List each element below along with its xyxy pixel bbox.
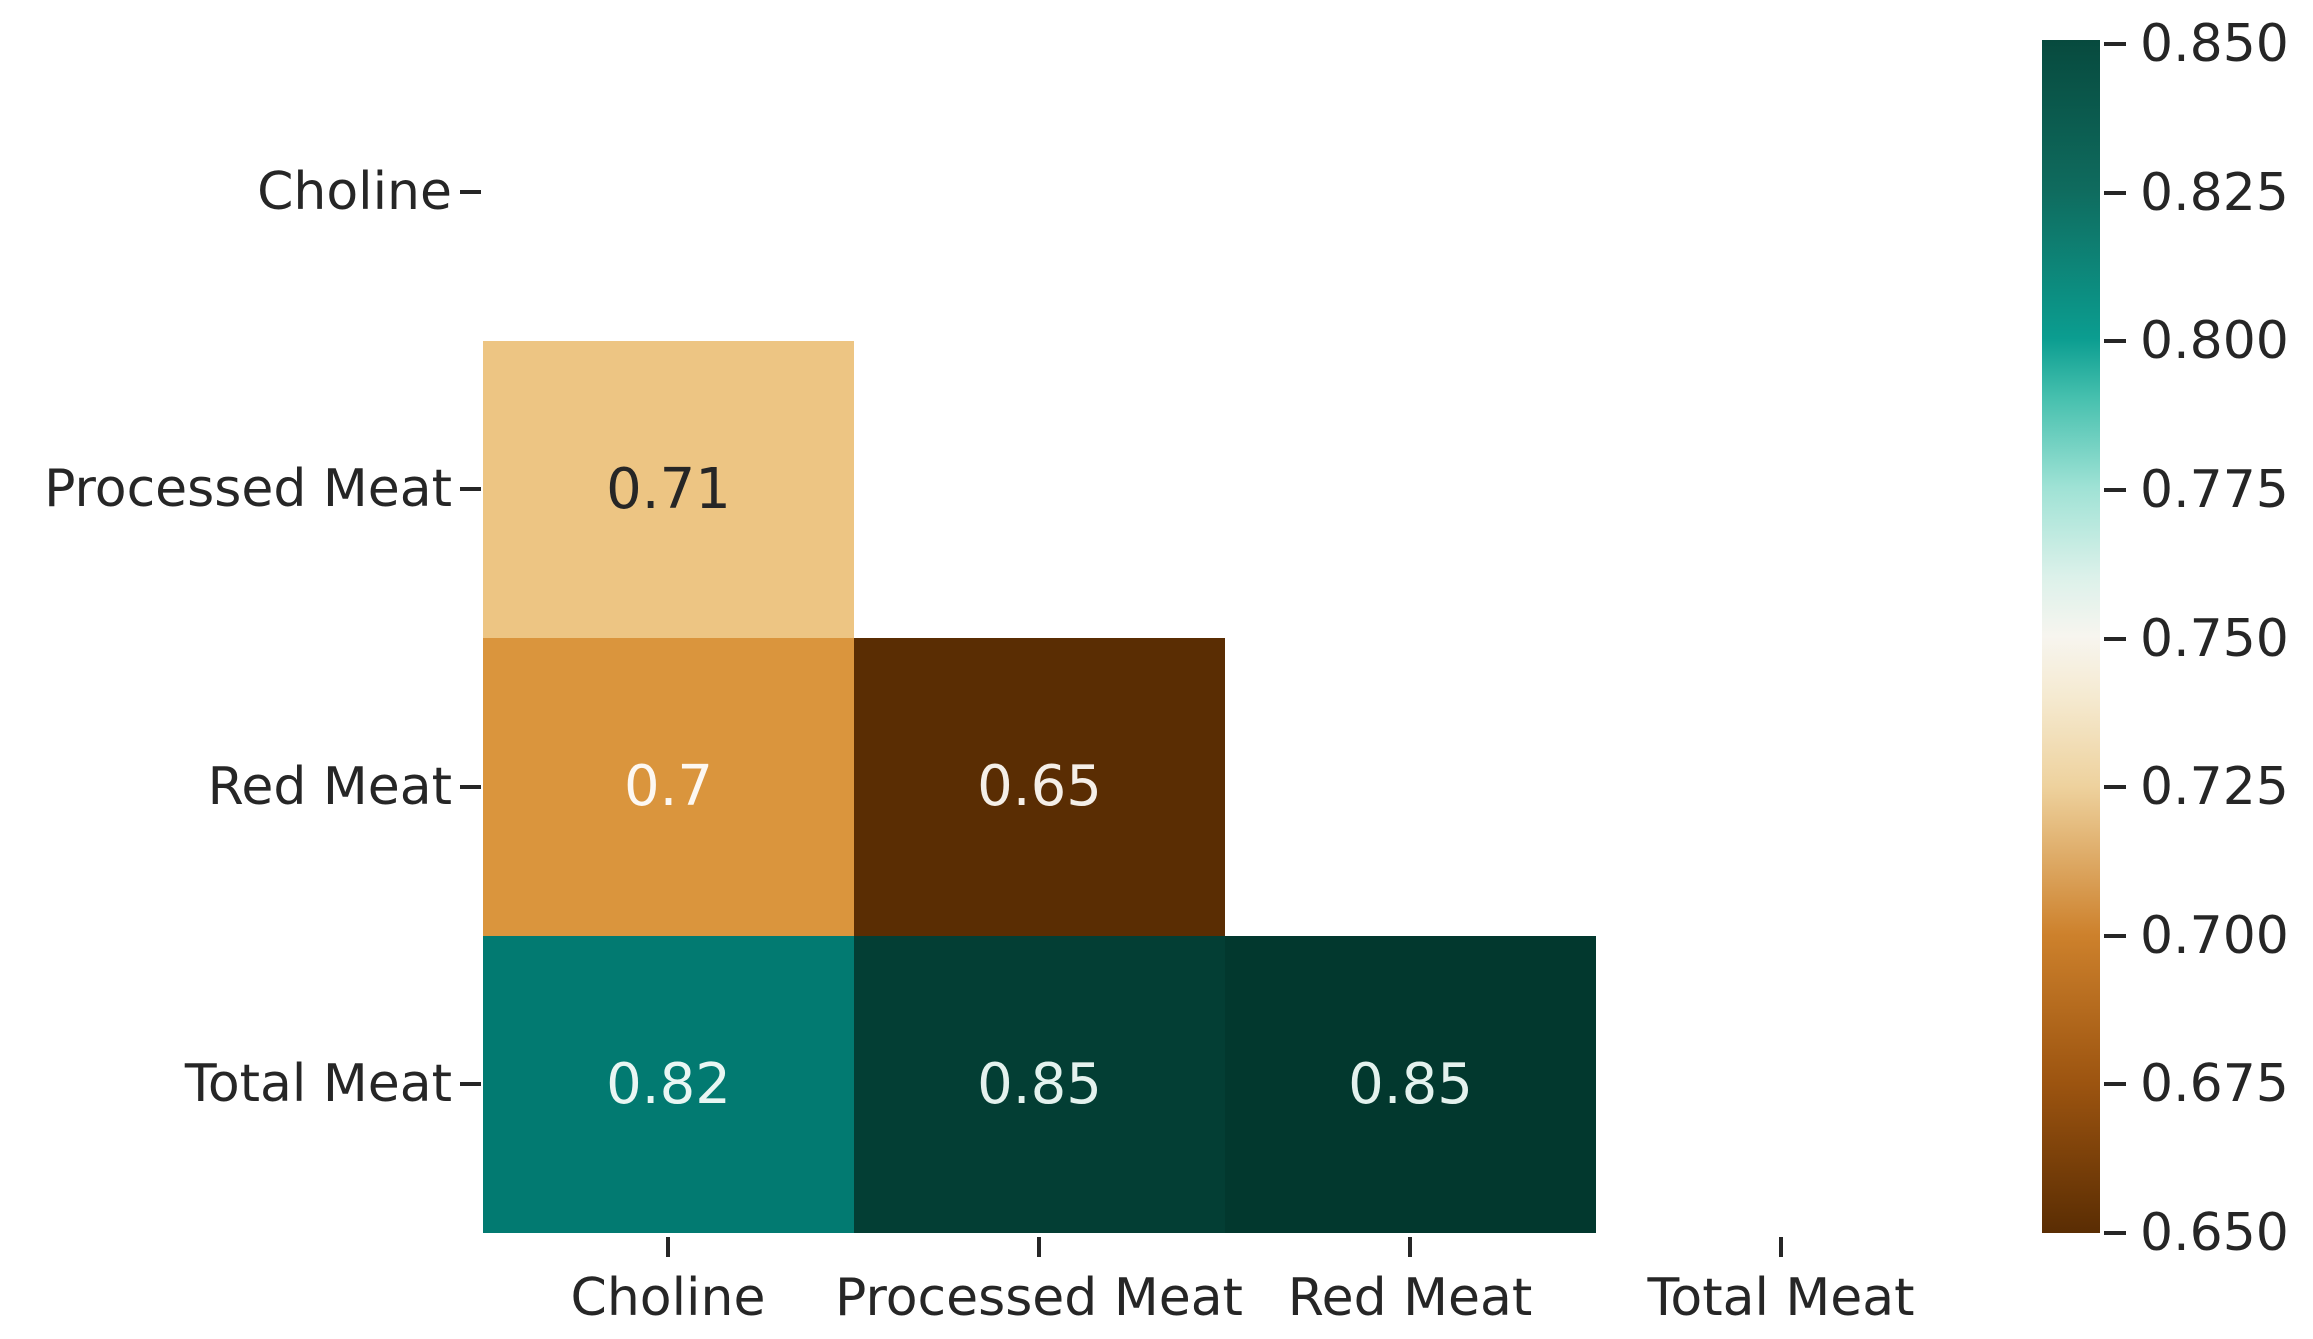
colorbar-tick-label-0800: 0.800 [2140,311,2289,371]
colorbar-tick-mark [2104,785,2126,789]
colorbar [2042,40,2100,1233]
y-tick-label-processed-meat: Processed Meat [44,459,452,519]
x-tick-label-total-meat: Total Meat [1647,1268,1915,1328]
cell-value: 0.65 [977,754,1102,819]
y-tick-mark [460,487,481,491]
heatmap-cell-total-meat-red-meat: 0.85 [1225,936,1596,1233]
x-tick-label-red-meat: Red Meat [1287,1268,1533,1328]
colorbar-tick-label-0825: 0.825 [2140,163,2289,223]
heatmap-cell-red-meat-choline: 0.7 [483,638,854,936]
x-tick-mark [666,1237,670,1257]
colorbar-tick-label-0700: 0.700 [2140,906,2289,966]
y-tick-label-red-meat: Red Meat [207,757,452,817]
heatmap-cell-total-meat-processed-meat: 0.85 [854,936,1225,1233]
colorbar-tick-label-0775: 0.775 [2140,460,2289,520]
cell-value: 0.85 [1348,1051,1473,1117]
colorbar-tick-mark [2104,934,2126,938]
cell-value: 0.71 [606,456,731,522]
colorbar-tick-label-0725: 0.725 [2140,757,2289,817]
x-tick-mark [1037,1237,1041,1257]
cell-value: 0.82 [606,1051,731,1117]
colorbar-tick-label-0850: 0.850 [2140,14,2289,74]
colorbar-tick-mark [2104,42,2126,46]
colorbar-tick-mark [2104,637,2126,641]
heatmap-cell-red-meat-processed-meat: 0.65 [854,638,1225,936]
colorbar-tick-mark [2104,1082,2126,1086]
colorbar-tick-mark [2104,191,2126,195]
heatmap-cell-processed-meat-choline: 0.71 [483,341,854,638]
y-tick-label-total-meat: Total Meat [184,1054,452,1114]
y-tick-mark [460,785,481,789]
colorbar-tick-mark [2104,488,2126,492]
y-tick-mark [460,190,481,194]
cell-value: 0.7 [623,754,714,819]
colorbar-tick-label-0675: 0.675 [2140,1054,2289,1114]
colorbar-tick-mark [2104,339,2126,343]
y-tick-mark [460,1082,481,1086]
colorbar-tick-label-0750: 0.750 [2140,609,2289,669]
heatmap-cell-total-meat-choline: 0.82 [483,936,854,1233]
x-tick-mark [1408,1237,1412,1257]
colorbar-tick-label-0650: 0.650 [2140,1203,2289,1263]
x-tick-label-processed-meat: Processed Meat [835,1268,1243,1328]
y-tick-label-choline: Choline [257,162,452,222]
colorbar-tick-mark [2104,1231,2126,1235]
x-tick-label-choline: Choline [570,1268,766,1328]
cell-value: 0.85 [977,1051,1102,1117]
x-tick-mark [1779,1237,1783,1257]
